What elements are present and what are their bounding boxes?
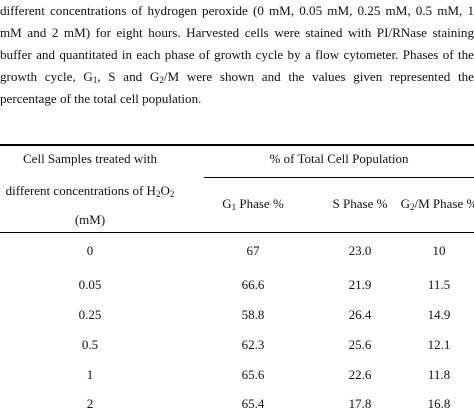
caption-line: percentage of the total cell population.: [0, 91, 202, 106]
cell-g1: 65.4: [241, 396, 265, 411]
caption-subscript: 1: [92, 75, 98, 85]
cell-s: 22.6: [348, 367, 372, 382]
header-subscript: 2: [410, 202, 415, 212]
table-caption: different concentrations of hydrogen per…: [0, 0, 474, 110]
cell-g1: 65.6: [241, 367, 265, 382]
header-group-rule: [204, 177, 474, 178]
header-text: G: [400, 196, 411, 211]
caption-text: /M were shown and the values given repre…: [163, 69, 474, 84]
cell-s: 21.9: [348, 277, 372, 292]
header-text: Phase %: [236, 196, 284, 211]
cell-g1: 58.8: [241, 307, 265, 322]
caption-line: different concentrations of hydrogen per…: [0, 3, 474, 18]
cell-g1: 62.3: [241, 337, 265, 352]
cell-g1: 67: [246, 243, 260, 258]
header-samples-line2: different concentrations of H2O2: [0, 183, 180, 199]
cell-g2m: 10: [432, 243, 446, 258]
caption-subscript: 2: [159, 75, 164, 85]
table-header-rule: [0, 232, 474, 234]
cell-g2m: 11.8: [427, 367, 451, 382]
cell-s: 23.0: [348, 243, 372, 258]
cell-s: 25.6: [348, 337, 372, 352]
cell-g2m: 14.9: [427, 307, 451, 322]
cell-concentration: 0.05: [78, 277, 102, 292]
cell-g1: 66.6: [241, 277, 265, 292]
cell-concentration: 0: [86, 243, 94, 258]
header-samples-line3: (mM): [74, 212, 106, 227]
caption-line: buffer and quantitated in each phase of …: [0, 47, 474, 62]
cell-g2m: 11.5: [427, 277, 451, 292]
caption-line: growth cycle, G1, S and G2/M were shown …: [0, 66, 474, 88]
header-text: G: [222, 196, 232, 211]
caption-text: growth cycle, G: [0, 69, 93, 84]
caption-line: mM and 2 mM) for eight hours. Harvested …: [0, 25, 474, 40]
cell-s: 26.4: [348, 307, 372, 322]
cell-concentration: 0.5: [81, 337, 99, 352]
header-group-total-population: % of Total Cell Population: [269, 151, 409, 166]
cell-g2m: 12.1: [427, 337, 451, 352]
header-text: different concentrations of H: [5, 183, 156, 198]
cell-concentration: 2: [86, 396, 94, 411]
header-subscript: 2: [169, 189, 175, 199]
cell-concentration: 0.25: [78, 307, 102, 322]
header-s-phase: S Phase %: [332, 196, 388, 211]
header-subscript: 2: [155, 189, 161, 199]
header-g1-phase: G1 Phase %: [198, 196, 308, 212]
cell-s: 17.8: [348, 396, 372, 411]
header-text: /M Phase %: [414, 196, 474, 211]
header-g2m-phase: G2/M Phase %: [394, 196, 474, 212]
cell-g2m: 16.8: [427, 396, 451, 411]
caption-text: , S and G: [97, 69, 160, 84]
table-top-rule: [0, 144, 474, 146]
header-text: O: [160, 183, 170, 198]
cell-concentration: 1: [86, 367, 94, 382]
header-samples-line1: Cell Samples treated with: [23, 151, 157, 166]
header-subscript: 1: [231, 202, 237, 212]
